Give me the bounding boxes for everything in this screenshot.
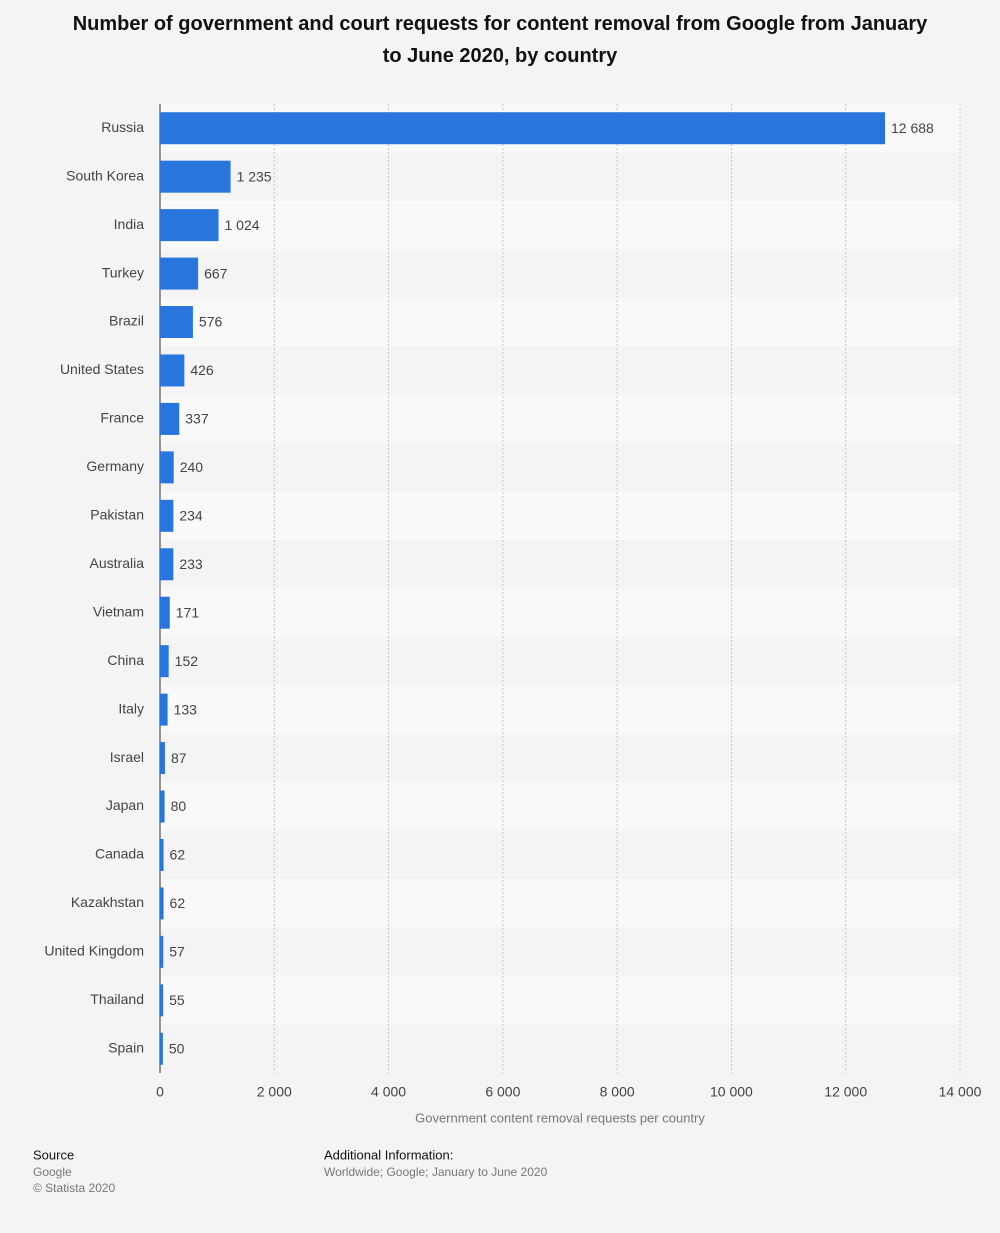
bar [160, 838, 164, 871]
value-label: 62 [170, 895, 186, 911]
source-title: Source [33, 1147, 74, 1162]
y-tick-label: Thailand [90, 991, 144, 1007]
bar [160, 499, 174, 532]
chart-title: Number of government and court requests … [72, 13, 928, 67]
x-axis-label: Government content removal requests per … [415, 1110, 705, 1125]
x-tick-label: 2 000 [257, 1084, 292, 1100]
bar [160, 112, 886, 145]
bar [160, 1032, 163, 1065]
bar [160, 306, 193, 339]
value-label: 234 [179, 508, 203, 524]
row-band [160, 588, 960, 637]
y-tick-label: South Korea [66, 167, 144, 183]
bar [160, 160, 231, 193]
value-label: 62 [170, 847, 186, 863]
bar [160, 984, 164, 1017]
y-tick-label: Spain [108, 1039, 144, 1055]
bar [160, 209, 219, 242]
y-tick-label: Turkey [102, 264, 144, 280]
row-band [160, 685, 960, 734]
y-tick-label: Israel [110, 749, 144, 765]
x-tick-label: 8 000 [600, 1084, 635, 1100]
y-tick-label: India [114, 216, 145, 232]
y-tick-label: Italy [118, 700, 144, 716]
bar [160, 596, 170, 629]
bar [160, 451, 174, 484]
row-band [160, 927, 960, 977]
y-tick-label: Brazil [109, 313, 144, 329]
bar [160, 693, 168, 726]
x-tick-label: 6 000 [485, 1084, 520, 1100]
y-tick-label: Pakistan [90, 507, 144, 523]
value-label: 152 [175, 653, 199, 669]
row-band [160, 152, 960, 201]
info-title: Additional Information: [324, 1147, 453, 1162]
x-tick-label: 10 000 [710, 1084, 753, 1100]
row-band [160, 443, 960, 492]
bar [160, 935, 164, 968]
value-label: 1 235 [237, 168, 272, 184]
x-tick-label: 0 [156, 1084, 164, 1100]
row-band [160, 1024, 960, 1073]
value-label: 133 [174, 701, 198, 717]
row-band [160, 636, 960, 686]
value-label: 12 688 [891, 120, 934, 136]
row-band [160, 394, 960, 444]
value-label: 80 [171, 798, 187, 814]
y-tick-label: Japan [106, 797, 144, 813]
bar [160, 548, 174, 581]
bar [160, 790, 165, 823]
row-band [160, 830, 960, 880]
x-tick-label: 12 000 [824, 1084, 867, 1100]
row-band [160, 200, 960, 250]
row-band [160, 782, 960, 831]
y-tick-label: United States [60, 361, 144, 377]
y-tick-label: Australia [90, 555, 145, 571]
y-tick-label: Germany [86, 458, 144, 474]
value-label: 55 [169, 992, 185, 1008]
bar [160, 257, 199, 290]
value-label: 426 [190, 362, 214, 378]
bar [160, 354, 185, 387]
value-label: 1 024 [225, 217, 260, 233]
y-tick-label: France [100, 410, 144, 426]
bar [160, 645, 169, 678]
y-tick-label: China [107, 652, 144, 668]
row-band [160, 879, 960, 928]
row-band [160, 249, 960, 298]
bar [160, 742, 165, 775]
value-label: 171 [176, 604, 200, 620]
x-tick-label: 4 000 [371, 1084, 406, 1100]
y-tick-label: Russia [101, 119, 144, 135]
row-band [160, 540, 960, 589]
info: Worldwide; Google; January to June 2020 [324, 1165, 548, 1179]
value-label: 240 [180, 459, 204, 475]
bar [160, 887, 164, 920]
value-label: 667 [204, 265, 228, 281]
value-label: 57 [169, 944, 185, 960]
value-label: 233 [179, 556, 203, 572]
y-tick-label: Canada [95, 846, 144, 862]
value-label: 50 [169, 1040, 185, 1056]
y-tick-label: Kazakhstan [71, 894, 144, 910]
row-band [160, 491, 960, 541]
row-band [160, 297, 960, 347]
value-label: 576 [199, 314, 223, 330]
y-tick-label: United Kingdom [44, 943, 144, 959]
value-label: 337 [185, 411, 209, 427]
value-label: 87 [171, 750, 187, 766]
bar [160, 402, 180, 435]
row-band [160, 976, 960, 1025]
x-tick-label: 14 000 [939, 1084, 982, 1100]
y-tick-label: Vietnam [93, 603, 144, 619]
row-band [160, 346, 960, 395]
source: Google [33, 1165, 72, 1179]
row-band [160, 733, 960, 783]
copyright: © Statista 2020 [33, 1181, 116, 1195]
